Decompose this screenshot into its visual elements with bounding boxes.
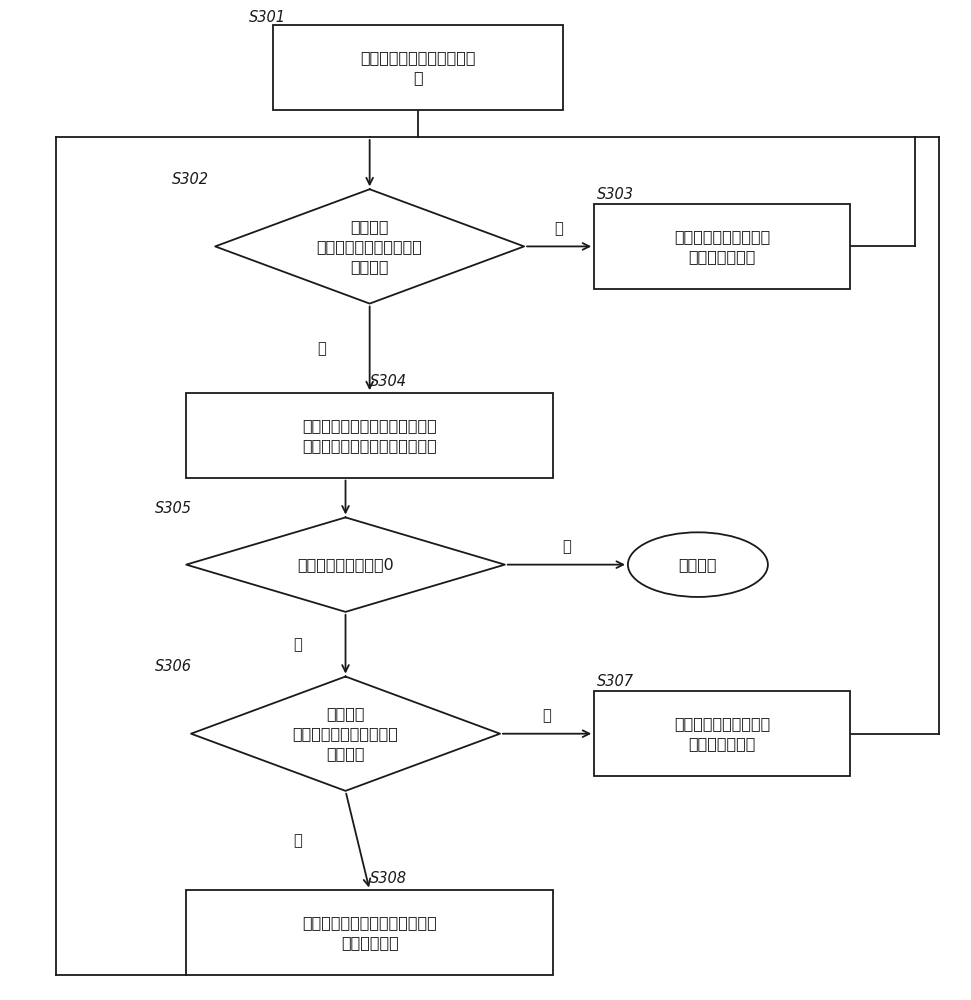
Text: 判断是否
在预设分享时限内接收到
分享指令: 判断是否 在预设分享时限内接收到 分享指令 [292, 706, 398, 761]
Text: 将电子红包自动转发至
其他用户的终端: 将电子红包自动转发至 其他用户的终端 [674, 716, 770, 751]
FancyBboxPatch shape [186, 393, 553, 478]
Text: S306: S306 [155, 659, 192, 674]
Text: 分配结束: 分配结束 [679, 557, 718, 572]
Text: 否: 否 [554, 221, 563, 236]
Text: 判断是否
在预设领取时限内接收到
领取指令: 判断是否 在预设领取时限内接收到 领取指令 [317, 219, 422, 274]
Polygon shape [216, 189, 524, 304]
Text: S305: S305 [155, 501, 192, 516]
Polygon shape [186, 517, 505, 612]
Text: 判断剩余金额是否为0: 判断剩余金额是否为0 [297, 557, 394, 572]
Text: 发送电子红包至该用户指定的其
他用户的终端: 发送电子红包至该用户指定的其 他用户的终端 [302, 915, 437, 950]
Text: S303: S303 [596, 187, 633, 202]
Text: S308: S308 [370, 871, 407, 886]
FancyBboxPatch shape [273, 25, 563, 110]
Text: 是: 是 [317, 341, 325, 356]
Text: 是: 是 [293, 833, 302, 848]
Text: S301: S301 [249, 10, 286, 25]
FancyBboxPatch shape [186, 890, 553, 975]
Text: S304: S304 [370, 374, 407, 389]
Text: 分配部分金额给该用户的账户，
保存扣除部分金额后的剩余金额: 分配部分金额给该用户的账户， 保存扣除部分金额后的剩余金额 [302, 418, 437, 453]
FancyBboxPatch shape [594, 691, 850, 776]
Text: 否: 否 [293, 637, 302, 652]
Text: 是: 是 [562, 539, 571, 554]
FancyBboxPatch shape [594, 204, 850, 289]
Polygon shape [191, 677, 500, 791]
Text: 发送电子红包至一用户的终
端: 发送电子红包至一用户的终 端 [360, 50, 476, 85]
Text: S302: S302 [172, 172, 209, 187]
Text: 将电子红包自动转发至
其他用户的终端: 将电子红包自动转发至 其他用户的终端 [674, 229, 770, 264]
Text: S307: S307 [596, 674, 633, 689]
Ellipse shape [628, 532, 768, 597]
Text: 否: 否 [543, 708, 552, 723]
